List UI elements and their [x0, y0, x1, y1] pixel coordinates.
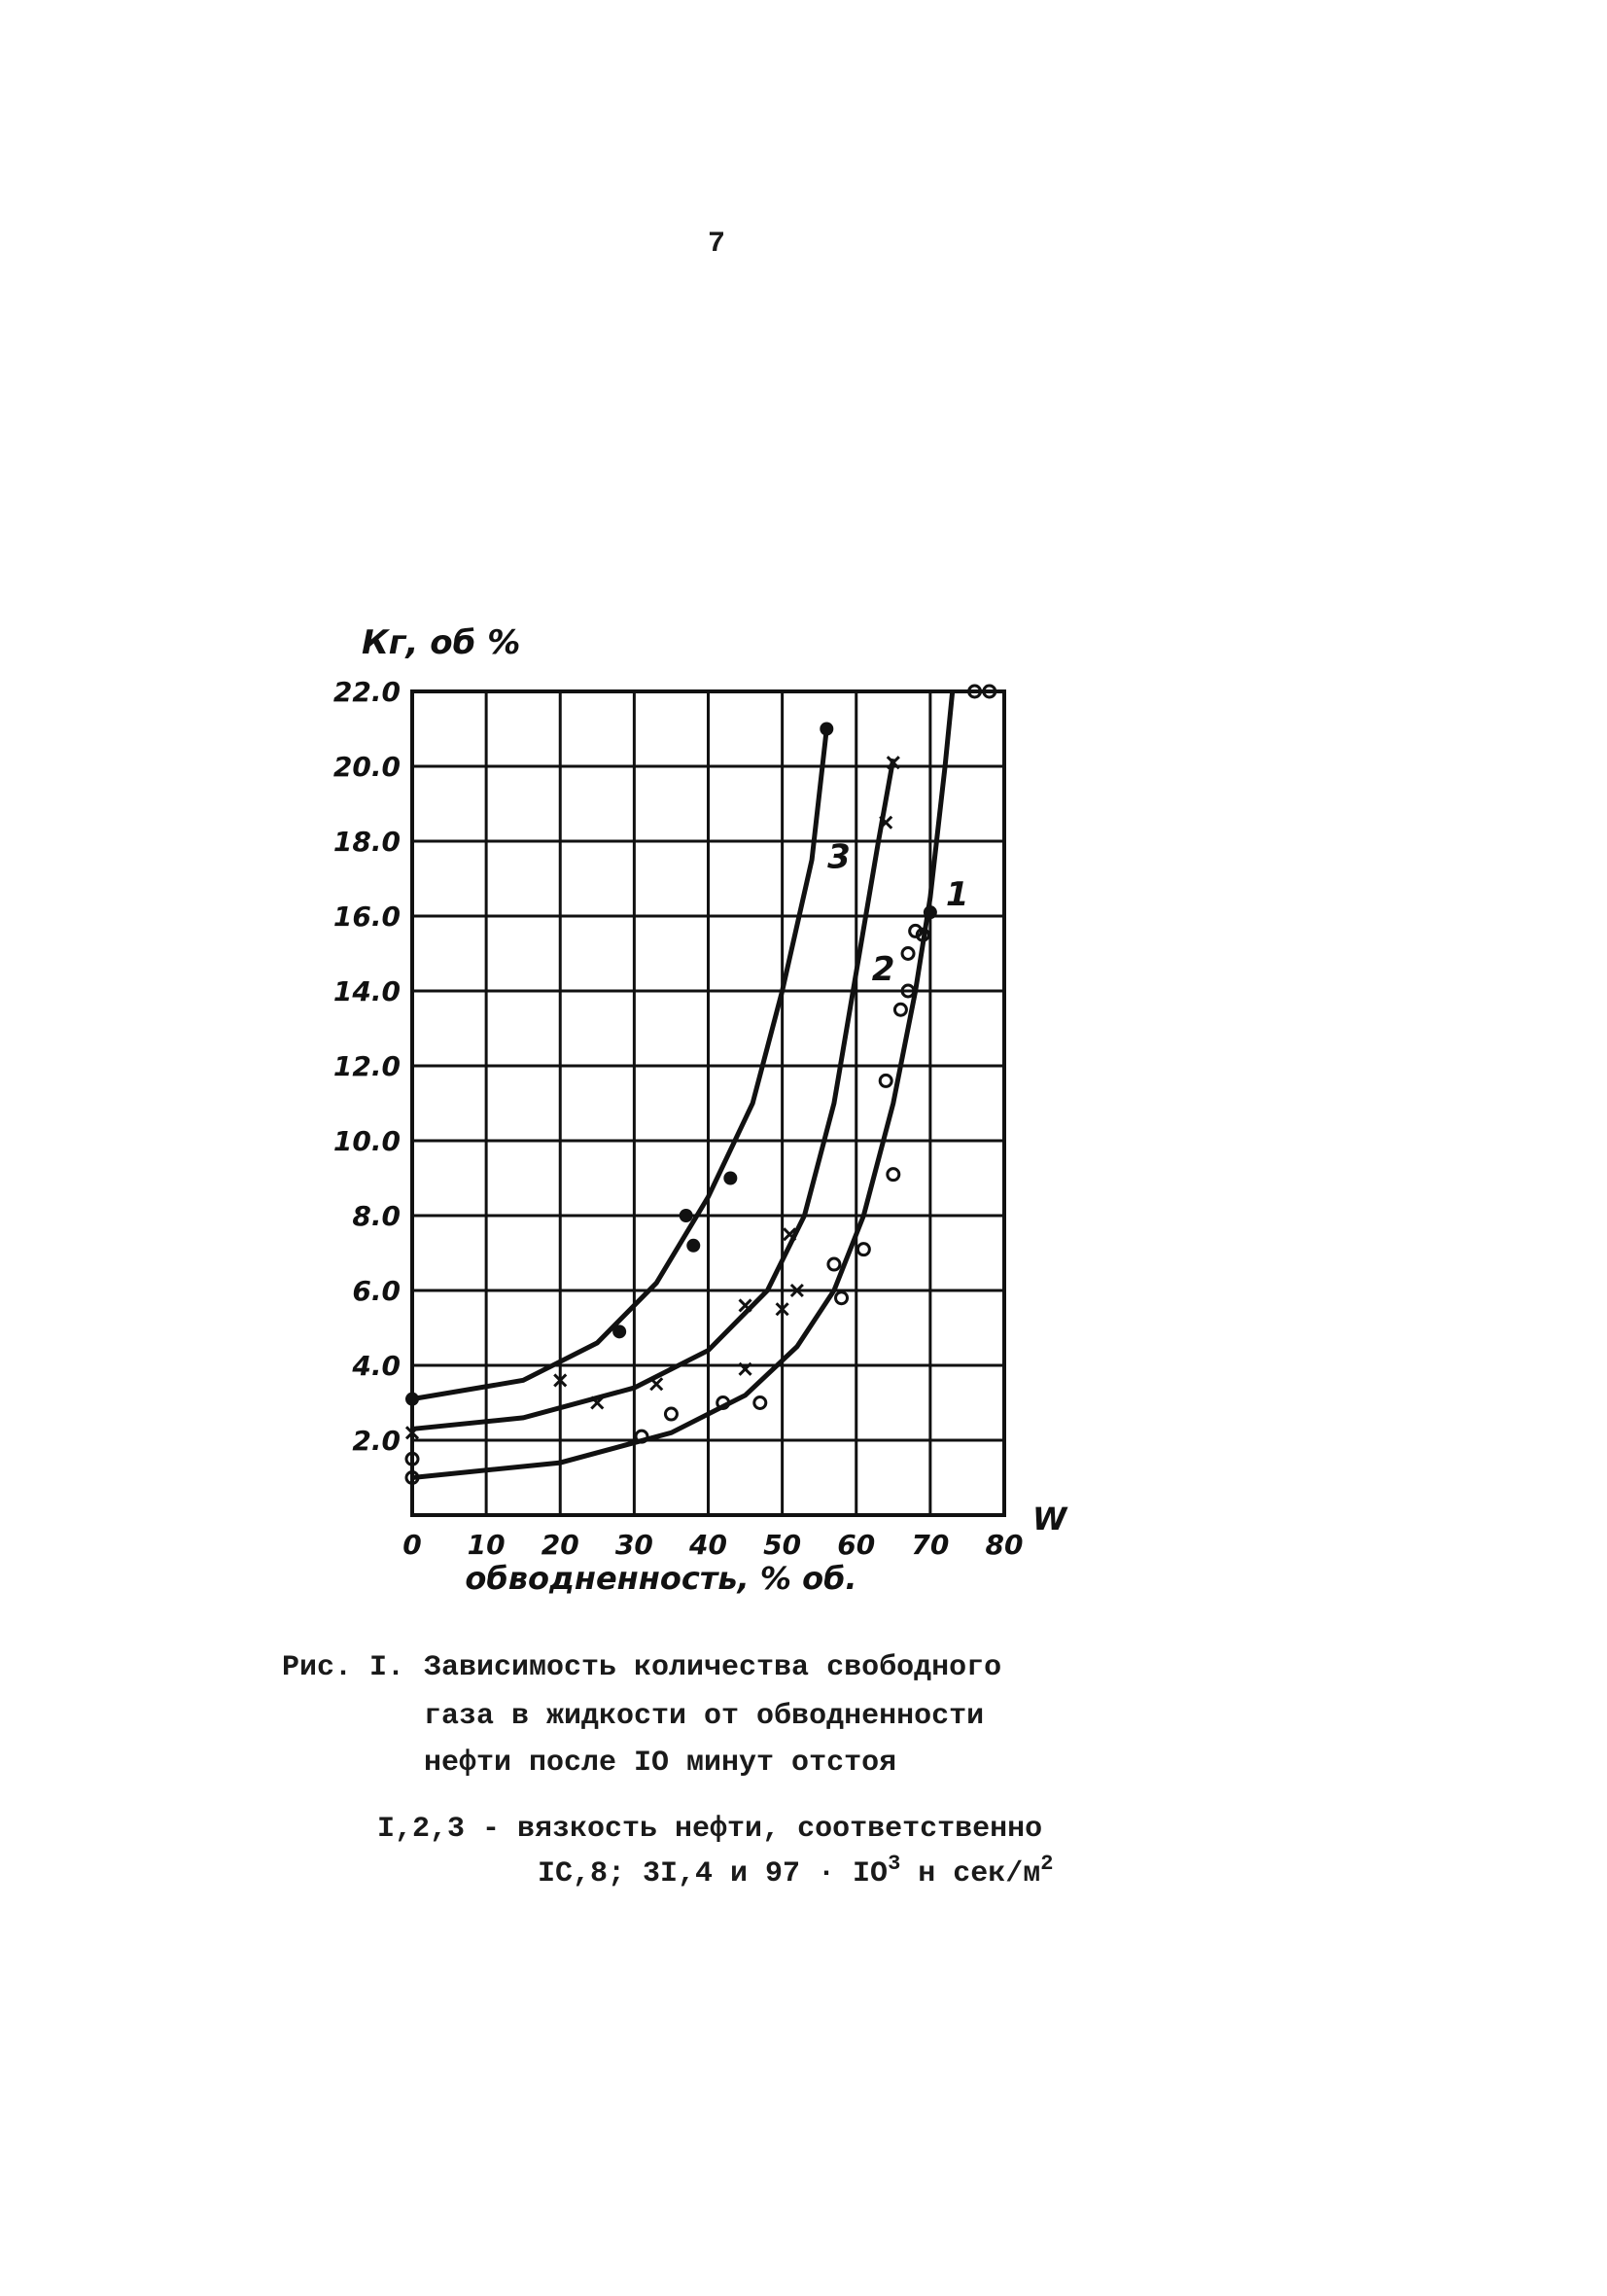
data-point [752, 1395, 768, 1410]
x-axis-label: обводненность, % об. [465, 1560, 856, 1597]
note-line: IC,8; 3I,4 и 97 · IO3 н сек/м2 [538, 1852, 1054, 1890]
x-tick-label: 50 [763, 1529, 801, 1561]
y-axis-label: Кг, об % [362, 623, 520, 662]
caption-line: Зависимость количества свободного [424, 1651, 1001, 1684]
data-point [834, 1290, 850, 1306]
data-point [723, 1171, 738, 1185]
data-point [404, 1451, 420, 1466]
data-point [783, 1227, 797, 1242]
data-point [716, 1395, 731, 1410]
x-tick-label: 40 [688, 1529, 727, 1561]
fit-curve [411, 758, 896, 1431]
data-point [923, 905, 937, 920]
data-point [663, 1406, 679, 1422]
data-point [738, 1361, 752, 1376]
caption-line: нефти после IO минут отстоя [424, 1747, 896, 1780]
data-point [826, 1256, 842, 1272]
y-tick-label: 16.0 [333, 901, 401, 933]
data-point [820, 722, 834, 736]
x-tick-label: 70 [911, 1529, 949, 1561]
data-point [886, 1167, 901, 1183]
data-point [789, 1283, 804, 1298]
data-point [886, 756, 900, 770]
data-point [553, 1373, 568, 1388]
data-point [908, 923, 924, 938]
x-axis-symbol: W [1032, 1501, 1068, 1537]
y-tick-label: 22.0 [333, 676, 401, 708]
x-tick-label: 80 [986, 1529, 1024, 1561]
y-tick-label: 2.0 [352, 1425, 401, 1457]
data-point [967, 684, 983, 699]
note-exponent: 2 [1040, 1852, 1053, 1876]
note-text: IC,8; 3I,4 и 97 · IO [538, 1857, 888, 1890]
y-tick-label: 8.0 [352, 1200, 401, 1232]
curve-label: 2 [872, 950, 895, 989]
page-number: 7 [708, 228, 725, 261]
y-tick-label: 14.0 [333, 975, 401, 1007]
y-tick-label: 12.0 [333, 1050, 401, 1082]
data-point [612, 1325, 627, 1339]
data-point [982, 684, 997, 699]
y-tick-label: 6.0 [352, 1275, 401, 1307]
x-tick-label: 10 [468, 1529, 506, 1561]
data-point [878, 1073, 893, 1088]
plot-frame [410, 689, 1006, 1517]
data-point [634, 1429, 649, 1444]
data-point [892, 1002, 908, 1017]
x-tick-label: 60 [837, 1529, 875, 1561]
data-point [900, 946, 916, 961]
note-unit: н сек/м [900, 1857, 1040, 1890]
caption-label: Рис. I. [282, 1651, 404, 1684]
data-point [686, 1238, 701, 1253]
x-tick-label: 0 [402, 1529, 421, 1561]
data-point [738, 1298, 752, 1313]
data-point [590, 1395, 605, 1410]
x-tick-label: 30 [615, 1529, 653, 1561]
data-point [775, 1302, 789, 1317]
curve-label: 3 [827, 837, 851, 876]
data-point [915, 927, 930, 942]
x-tick-label: 20 [541, 1529, 579, 1561]
y-tick-label: 10.0 [333, 1125, 401, 1157]
data-point [679, 1209, 693, 1222]
data-point [404, 1470, 420, 1485]
note-line: I,2,3 - вязкость нефти, соответственно [377, 1813, 1042, 1846]
data-point [879, 815, 893, 830]
y-tick-label: 20.0 [333, 751, 401, 783]
data-point [405, 1392, 419, 1406]
fit-curve [411, 690, 956, 1480]
note-exponent: 3 [888, 1852, 900, 1876]
data-point [404, 1426, 420, 1440]
data-point [900, 983, 916, 999]
y-tick-label: 18.0 [333, 826, 401, 858]
data-point [856, 1242, 871, 1257]
caption-line: газа в жидкости от обводненности [424, 1700, 984, 1733]
curve-label: 1 [946, 875, 969, 914]
data-point [649, 1377, 664, 1392]
fit-curve [411, 728, 829, 1402]
y-tick-label: 4.0 [351, 1350, 401, 1382]
